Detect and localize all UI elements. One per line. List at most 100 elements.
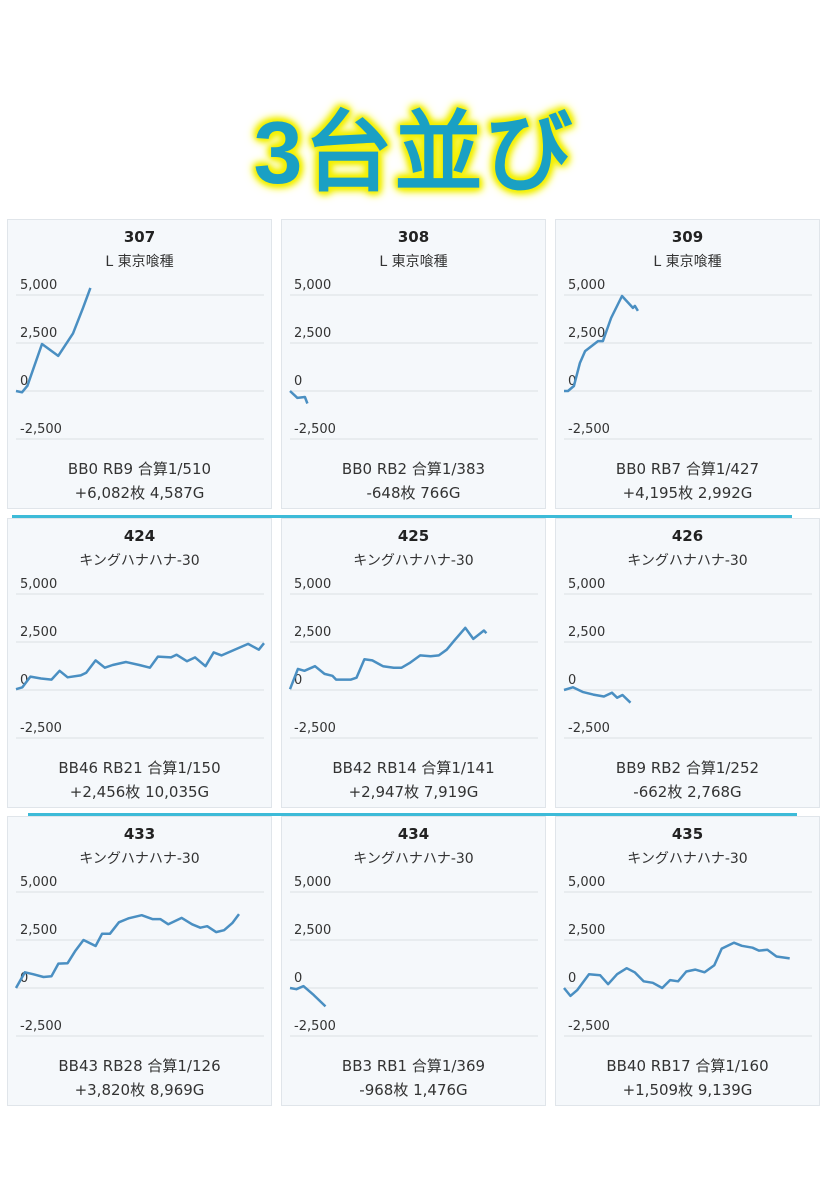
machine-number: 426 — [671, 527, 704, 545]
y-tick-label: 0 — [20, 971, 28, 986]
profit-chart: 5,000 2,500 0 -2,500 — [288, 577, 538, 739]
machine-card: 5,000 2,500 0 -2,500 425 キングハナハナ-30 BB42 RB14 … — [281, 518, 546, 808]
series-line — [289, 390, 309, 404]
bonus-stats: BB3 RB1 合算1/369 — [341, 1057, 486, 1075]
series-line — [564, 294, 639, 393]
row-separator — [12, 515, 792, 518]
y-tick-label: -2,500 — [20, 1019, 62, 1034]
y-tick-label: -2,500 — [294, 422, 336, 437]
bonus-stats: BB0 RB2 合算1/383 — [341, 460, 486, 478]
machine-number: 433 — [123, 825, 156, 843]
y-tick-label: 5,000 — [294, 577, 331, 592]
y-tick-label: 2,500 — [294, 625, 331, 640]
y-tick-label: 2,500 — [568, 923, 605, 938]
y-tick-label: 0 — [568, 971, 576, 986]
series-line — [14, 913, 241, 989]
bonus-stats: BB42 RB14 合算1/141 — [332, 759, 495, 777]
payout-stats: -968枚 1,476G — [359, 1081, 468, 1099]
payout-stats: +6,082枚 4,587G — [74, 484, 205, 502]
y-tick-label: -2,500 — [20, 422, 62, 437]
series-line — [288, 626, 488, 690]
series-line — [563, 686, 632, 704]
y-tick-label: 5,000 — [20, 278, 57, 293]
y-tick-label: 5,000 — [568, 278, 605, 293]
y-tick-label: 0 — [568, 374, 576, 389]
y-tick-label: 2,500 — [294, 923, 331, 938]
machine-model: キングハナハナ-30 — [353, 851, 474, 867]
machine-number: 308 — [397, 228, 430, 246]
profit-chart: 5,000 2,500 0 -2,500 — [563, 875, 812, 1037]
machine-card: 5,000 2,500 0 -2,500 434 キングハナハナ-30 BB3 RB1 合算… — [281, 816, 546, 1106]
machine-card: 5,000 2,500 0 -2,500 433 キングハナハナ-30 BB43 RB28 … — [7, 816, 272, 1106]
payout-stats: +3,820枚 8,969G — [74, 1081, 205, 1099]
bonus-stats: BB46 RB21 合算1/150 — [58, 759, 221, 777]
machine-number: 434 — [397, 825, 430, 843]
y-tick-label: -2,500 — [568, 422, 610, 437]
y-tick-label: 0 — [294, 374, 302, 389]
machine-model: キングハナハナ-30 — [79, 553, 200, 569]
series-line — [289, 984, 327, 1008]
machine-card: 5,000 2,500 0 -2,500 309 L 東京喰種 BB0 RB7 合算1/42… — [555, 219, 820, 509]
bonus-stats: BB0 RB7 合算1/427 — [615, 460, 760, 478]
y-tick-label: 5,000 — [294, 278, 331, 293]
machine-model: キングハナハナ-30 — [353, 553, 474, 569]
y-tick-label: 2,500 — [294, 326, 331, 341]
machine-model: キングハナハナ-30 — [79, 851, 200, 867]
profit-chart: 5,000 2,500 0 -2,500 — [289, 875, 538, 1037]
payout-stats: +1,509枚 9,139G — [622, 1081, 753, 1099]
y-tick-label: 5,000 — [294, 875, 331, 890]
row-separator — [28, 813, 797, 816]
machine-model: L 東京喰種 — [379, 254, 448, 270]
machine-number: 435 — [671, 825, 704, 843]
profit-chart: 5,000 2,500 0 -2,500 — [563, 577, 812, 739]
machine-card: 5,000 2,500 0 -2,500 424 キングハナハナ-30 BB46 RB21 … — [7, 518, 272, 808]
machine-model: L 東京喰種 — [653, 254, 722, 270]
bonus-stats: BB0 RB9 合算1/510 — [67, 460, 212, 478]
bonus-stats: BB9 RB2 合算1/252 — [615, 759, 760, 777]
machine-model: キングハナハナ-30 — [627, 553, 748, 569]
y-tick-label: 2,500 — [20, 625, 57, 640]
y-tick-label: 5,000 — [20, 875, 57, 890]
machine-card: 5,000 2,500 0 -2,500 435 キングハナハナ-30 BB40 RB17 … — [555, 816, 820, 1106]
payout-stats: +4,195枚 2,992G — [622, 484, 753, 502]
profit-chart: 5,000 2,500 0 -2,500 — [15, 577, 265, 739]
machine-number: 424 — [123, 527, 156, 545]
series-line — [563, 941, 790, 998]
y-tick-label: 0 — [20, 673, 28, 688]
payout-stats: -662枚 2,768G — [633, 783, 742, 801]
machine-card: 5,000 2,500 0 -2,500 308 L 東京喰種 BB0 RB2 合算1/38… — [281, 219, 546, 509]
y-tick-label: -2,500 — [294, 1019, 336, 1034]
y-tick-label: 0 — [294, 673, 302, 688]
profit-chart: 5,000 2,500 0 -2,500 — [14, 875, 264, 1037]
machine-number: 309 — [671, 228, 704, 246]
profit-chart: 5,000 2,500 0 -2,500 — [15, 278, 264, 440]
payout-stats: +2,947枚 7,919G — [348, 783, 479, 801]
machine-model: L 東京喰種 — [105, 254, 174, 270]
y-tick-label: -2,500 — [20, 721, 62, 736]
y-tick-label: 0 — [568, 673, 576, 688]
y-tick-label: 2,500 — [20, 923, 57, 938]
bonus-stats: BB40 RB17 合算1/160 — [606, 1057, 769, 1075]
y-tick-label: 0 — [294, 971, 302, 986]
machine-card: 5,000 2,500 0 -2,500 426 キングハナハナ-30 BB9 RB2 合算… — [555, 518, 820, 808]
profit-chart: 5,000 2,500 0 -2,500 — [289, 278, 538, 440]
machine-model: キングハナハナ-30 — [627, 851, 748, 867]
page-title: 3台並び — [253, 103, 575, 202]
series-line — [15, 287, 92, 394]
payout-stats: -648枚 766G — [366, 484, 461, 502]
machine-number: 307 — [123, 228, 156, 246]
y-tick-label: 2,500 — [568, 625, 605, 640]
series-line — [15, 642, 265, 691]
y-tick-label: -2,500 — [568, 721, 610, 736]
bonus-stats: BB43 RB28 合算1/126 — [58, 1057, 221, 1075]
y-tick-label: -2,500 — [294, 721, 336, 736]
y-tick-label: 2,500 — [568, 326, 605, 341]
y-tick-label: 2,500 — [20, 326, 57, 341]
machine-number: 425 — [397, 527, 430, 545]
y-tick-label: -2,500 — [568, 1019, 610, 1034]
y-tick-label: 5,000 — [568, 577, 605, 592]
machine-card: 5,000 2,500 0 -2,500 307 L 東京喰種 BB0 RB9 合算1/51… — [7, 219, 272, 509]
payout-stats: +2,456枚 10,035G — [69, 783, 210, 801]
profit-chart: 5,000 2,500 0 -2,500 — [564, 278, 812, 440]
y-tick-label: 5,000 — [568, 875, 605, 890]
